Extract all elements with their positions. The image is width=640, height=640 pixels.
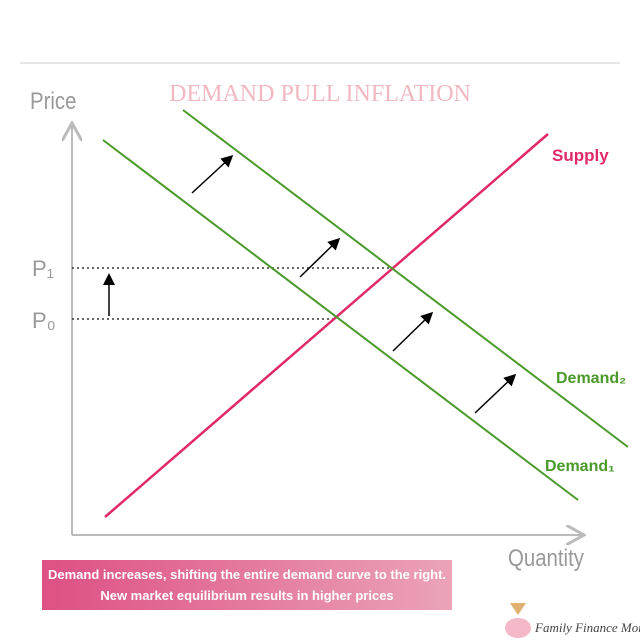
caption-box (42, 560, 452, 610)
title: DEMAND PULL INFLATION (169, 81, 471, 107)
caption-line: New market equilibrium results in higher… (100, 588, 393, 603)
p0-label: P₀ (32, 308, 56, 333)
shift-arrow (474, 373, 517, 414)
demand1-label: Demand₁ (545, 458, 615, 475)
demand1-curve (102, 139, 579, 501)
p1-label: P₁ (32, 256, 54, 281)
shift-arrow (392, 311, 434, 352)
demand2-curve (182, 109, 629, 448)
brand: Family Finance Mom (534, 620, 640, 635)
shift-arrow (299, 237, 341, 278)
y-axis-label: Price (30, 87, 76, 114)
supply-curve (104, 133, 549, 518)
demand2-label: Demand₂ (556, 370, 626, 387)
brand-icon (505, 603, 531, 638)
shift-arrow (191, 154, 234, 194)
x-axis-label: Quantity (508, 544, 585, 571)
shift-arrows (191, 154, 517, 414)
caption-line: Demand increases, shifting the entire de… (48, 567, 446, 582)
supply-label: Supply (552, 146, 609, 165)
